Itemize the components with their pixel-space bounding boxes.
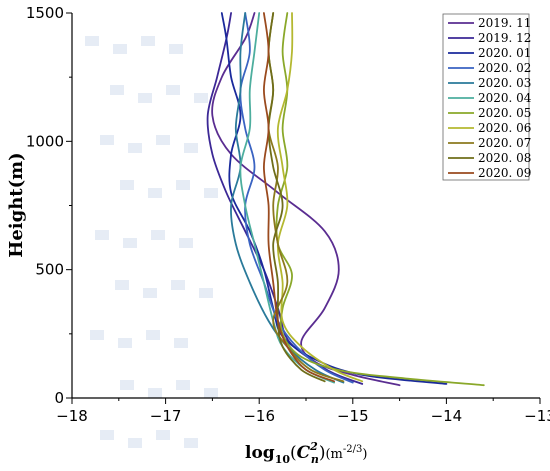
x-axis-label-paren-open: (	[290, 443, 297, 463]
watermark-mark	[174, 338, 188, 348]
watermark-mark	[184, 143, 198, 153]
y-tick-label: 1500	[26, 4, 64, 22]
watermark-mark	[171, 280, 185, 290]
watermark-mark	[120, 380, 134, 390]
watermark-mark	[110, 85, 124, 95]
legend-label: 2020. 02	[478, 61, 531, 75]
watermark-mark	[194, 93, 208, 103]
watermark-mark	[176, 180, 190, 190]
x-tick-label: −17	[150, 407, 182, 425]
watermark-mark	[176, 380, 190, 390]
watermark-mark	[128, 143, 142, 153]
watermark-mark	[85, 36, 99, 46]
watermark-mark	[113, 44, 127, 54]
series-line-202001	[220, 12, 448, 385]
legend-label: 2020. 08	[478, 151, 531, 165]
watermark-mark	[184, 438, 198, 448]
x-tick-label: −13	[524, 407, 550, 425]
watermark-mark	[138, 93, 152, 103]
x-axis-label-unit-sup: -2/3	[343, 444, 362, 455]
x-axis-label-unit-close: )	[362, 447, 367, 462]
watermark-mark	[199, 288, 213, 298]
watermark-mark	[146, 330, 160, 340]
watermark-mark	[148, 188, 162, 198]
y-ticks: 0 500 1000 1500	[26, 4, 72, 407]
x-tick-label: −18	[56, 407, 88, 425]
series-line-202002	[239, 12, 354, 384]
watermark-mark	[156, 430, 170, 440]
x-axis-label-unit: (m	[325, 447, 342, 462]
y-tick-label: 0	[54, 389, 64, 407]
watermark-mark	[100, 430, 114, 440]
watermark	[85, 36, 218, 448]
y-tick-label: 1000	[26, 132, 64, 150]
watermark-mark	[115, 280, 129, 290]
watermark-mark	[148, 388, 162, 398]
legend-label: 2019. 11	[478, 16, 531, 30]
legend-label: 2020. 07	[478, 136, 531, 150]
x-tick-label: −14	[431, 407, 463, 425]
watermark-mark	[204, 188, 218, 198]
watermark-mark	[141, 36, 155, 46]
x-axis-label-var-sup: 2	[309, 440, 318, 453]
x-ticks: −18 −17 −16 −15 −14 −13	[56, 398, 550, 425]
legend-label: 2020. 04	[478, 91, 532, 105]
x-axis-label: log10(C2 n)(m-2/3)	[245, 440, 367, 466]
y-tick-label: 500	[35, 261, 64, 279]
legend-label: 2020. 03	[478, 76, 531, 90]
series-line-202006	[276, 12, 364, 383]
y-axis-label: Height(m)	[6, 152, 27, 257]
watermark-mark	[118, 338, 132, 348]
legend-label: 2020. 06	[478, 121, 531, 135]
x-axis-label-main: log	[245, 443, 275, 463]
watermark-mark	[179, 238, 193, 248]
x-axis-label-paren-close: )	[319, 443, 326, 463]
watermark-mark	[90, 330, 104, 340]
watermark-mark	[143, 288, 157, 298]
legend-label: 2020. 01	[478, 46, 531, 60]
series-layer	[206, 12, 485, 387]
x-axis-label-sub: 10	[275, 453, 291, 466]
watermark-mark	[120, 180, 134, 190]
watermark-mark	[128, 438, 142, 448]
x-tick-label: −16	[243, 407, 275, 425]
legend-box	[442, 13, 530, 181]
x-axis-label-var: C	[297, 443, 311, 463]
series-line-202009	[263, 12, 335, 383]
watermark-mark	[95, 230, 109, 240]
x-axis-label-var-sub: n	[311, 453, 319, 466]
legend-label: 2020. 05	[478, 106, 531, 120]
watermark-mark	[100, 135, 114, 145]
watermark-mark	[204, 388, 218, 398]
watermark-mark	[166, 85, 180, 95]
legend-label: 2020. 09	[478, 166, 531, 180]
watermark-mark	[123, 238, 137, 248]
legend-label: 2019. 12	[478, 31, 531, 45]
series-line-202008	[267, 12, 326, 383]
watermark-mark	[156, 135, 170, 145]
watermark-mark	[151, 230, 165, 240]
x-tick-label: −15	[337, 407, 369, 425]
watermark-mark	[169, 44, 183, 54]
